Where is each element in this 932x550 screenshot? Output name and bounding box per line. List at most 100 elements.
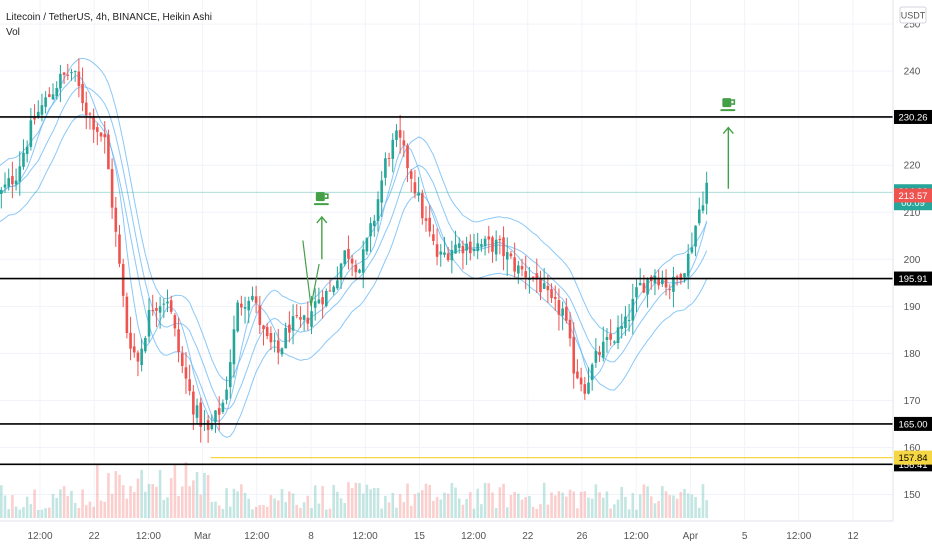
volume-bar	[59, 489, 62, 518]
candle-body	[439, 251, 443, 255]
volume-bar	[428, 484, 431, 518]
candle-body	[424, 218, 428, 221]
candle-body	[565, 306, 568, 321]
volume-bar	[365, 484, 369, 518]
candle-body	[225, 389, 228, 400]
candle-body	[675, 276, 679, 278]
volume-bar	[557, 491, 561, 518]
volume-bar	[44, 508, 47, 518]
candle-body	[144, 337, 147, 352]
level-tag: 165.00	[894, 416, 932, 431]
candle-body	[177, 329, 180, 353]
candle-body	[11, 176, 14, 185]
candle-body	[365, 238, 369, 252]
candle-body	[395, 130, 398, 140]
candle-body	[517, 265, 520, 274]
candle-body	[140, 348, 143, 366]
candle-body	[535, 273, 539, 280]
candle-body	[262, 325, 265, 330]
volume-bar	[461, 504, 465, 518]
volume-bar	[550, 492, 553, 518]
volume-bar	[361, 493, 365, 518]
volume-bar	[121, 485, 125, 518]
volume-bar	[487, 483, 491, 518]
volume-bar	[620, 486, 624, 518]
candle-body	[25, 146, 29, 155]
candle-body	[62, 72, 66, 75]
candle-body	[132, 346, 136, 353]
volume-bar	[228, 506, 232, 518]
candle-body	[151, 310, 155, 312]
volume-bar	[424, 483, 428, 518]
volume-bar	[528, 495, 531, 518]
candle-body	[384, 158, 387, 178]
candle-body	[705, 182, 708, 204]
volume-bar	[350, 488, 354, 518]
candle-body	[546, 285, 550, 291]
volume-bar	[169, 478, 173, 518]
volume-bar	[166, 497, 169, 518]
horizontal-levels[interactable]	[0, 116, 893, 466]
volume-bar	[92, 506, 95, 518]
candle-body	[358, 269, 361, 273]
volume-bar	[288, 491, 291, 518]
candle-body	[121, 264, 125, 296]
level-tag: 195.91	[894, 271, 932, 286]
volume-bar	[668, 495, 672, 518]
candle-body	[114, 207, 118, 232]
volume-bar	[391, 492, 395, 518]
candle-body	[469, 241, 472, 254]
candle-body	[147, 309, 151, 337]
time-axis-background	[0, 521, 932, 550]
candle-body	[236, 302, 239, 332]
volume-bar	[587, 497, 590, 518]
candle-body	[92, 115, 95, 130]
price-tick-label: 240	[904, 67, 921, 78]
candle-body	[103, 134, 107, 138]
volume-bar	[147, 483, 151, 518]
volume-bar	[572, 491, 576, 518]
candle-body	[48, 94, 51, 97]
candle-body	[683, 273, 686, 278]
volume-bar	[402, 502, 406, 518]
candle-body	[542, 283, 546, 289]
time-tick-label: 12:00	[786, 531, 811, 542]
candle-body	[524, 271, 528, 278]
volume-bar	[184, 462, 188, 518]
candle-body	[631, 298, 635, 321]
volume-bar	[601, 497, 605, 518]
time-tick-label: 12	[847, 531, 859, 542]
candle-body	[158, 306, 162, 313]
candle-body	[491, 237, 494, 252]
volume-bar	[221, 508, 225, 518]
price-axis[interactable]: 250240230220210200190180170160150	[904, 20, 921, 501]
volume-bar	[480, 504, 483, 518]
candle-body	[96, 127, 99, 132]
currency-button[interactable]: USDT	[899, 6, 927, 24]
candle-body	[269, 333, 273, 343]
candle-body	[472, 248, 476, 252]
volume-bar	[188, 486, 191, 518]
volume-bar	[14, 506, 18, 518]
volume-bar	[84, 505, 88, 518]
volume-bar	[502, 483, 505, 518]
candle-body	[406, 145, 409, 169]
candle-body	[328, 290, 332, 292]
volume-bar	[609, 508, 612, 518]
candle-body	[59, 73, 62, 89]
candle-body	[173, 315, 177, 329]
candle-body	[99, 132, 103, 137]
volume-bar	[661, 486, 664, 518]
candle-body	[29, 120, 33, 147]
volume-bar	[494, 508, 498, 518]
candle-body	[369, 223, 372, 237]
price-tags: 230.26195.91165.00156.41157.84214.2600:0…	[894, 109, 932, 472]
volume-bar	[672, 495, 675, 518]
candle-body	[361, 249, 365, 273]
candle-body	[33, 117, 36, 120]
candle-body	[461, 245, 465, 254]
volume-bar	[380, 508, 383, 518]
volume-bar	[254, 506, 258, 518]
time-axis[interactable]: 12:00 22 12:00 Mar 12:00 8 12:00 15 12:00 22 26 12:…	[27, 531, 859, 542]
